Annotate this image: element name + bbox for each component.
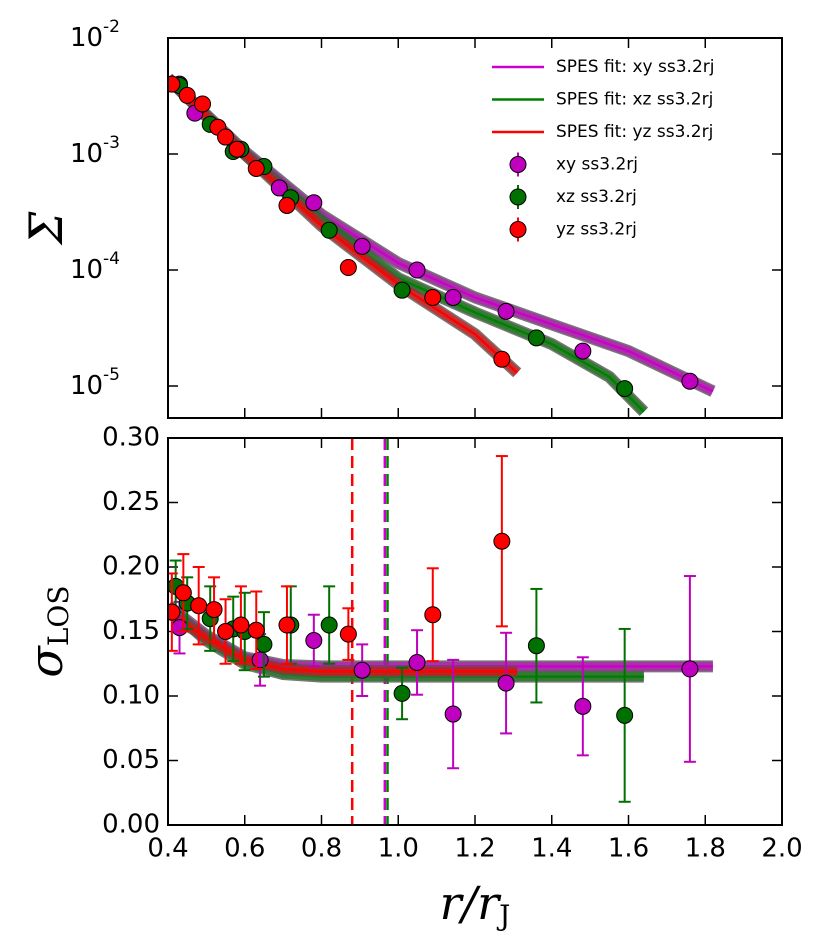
point xyxy=(251,651,269,669)
x-tick-label: 0.6 xyxy=(224,834,265,864)
legend-label: xy ss3.2rj xyxy=(556,155,638,175)
frame xyxy=(167,37,783,419)
point xyxy=(353,661,371,679)
point xyxy=(616,706,634,724)
point xyxy=(444,705,462,723)
point xyxy=(278,616,296,634)
x-label-sub: J xyxy=(496,899,510,932)
x-tick-label: 1.4 xyxy=(531,834,572,864)
y-tick-base: 10 xyxy=(70,23,103,53)
legend-label: SPES fit: yz ss3.2rj xyxy=(556,122,713,142)
point xyxy=(681,372,699,390)
point xyxy=(444,288,462,306)
point xyxy=(339,259,357,277)
point xyxy=(393,281,411,299)
y-tick-label: 10-4 xyxy=(70,249,120,285)
y-tick-exponent: -3 xyxy=(103,133,120,153)
point xyxy=(320,221,338,239)
point xyxy=(178,86,196,104)
point xyxy=(527,637,545,655)
point xyxy=(574,342,592,360)
point xyxy=(171,619,189,637)
x-tick-label: 1.6 xyxy=(608,834,649,864)
x-tick-label: 1.8 xyxy=(685,834,726,864)
point xyxy=(493,350,511,368)
y-tick-label: 10-2 xyxy=(70,17,120,53)
point xyxy=(574,697,592,715)
legend-label: SPES fit: xy ss3.2rj xyxy=(556,57,714,77)
point xyxy=(493,532,511,550)
point xyxy=(278,196,296,214)
x-label-main: r/r xyxy=(440,876,502,930)
x-tick-label: 0.4 xyxy=(147,834,188,864)
point xyxy=(527,329,545,347)
x-tick-label: 1.0 xyxy=(378,834,419,864)
legend-marker xyxy=(509,188,527,206)
y-tick-exponent: -2 xyxy=(103,17,120,37)
point xyxy=(232,616,250,634)
x-tick-label: 2.0 xyxy=(761,834,802,864)
y-tick-base: 10 xyxy=(70,371,103,401)
y-tick-label: 10-3 xyxy=(70,133,120,169)
y-axis-label: Σ xyxy=(19,211,73,246)
point xyxy=(393,684,411,702)
legend-label: SPES fit: xz ss3.2rj xyxy=(556,90,713,110)
y-label-sub: LOS xyxy=(42,585,75,646)
plot-area xyxy=(168,438,713,825)
point xyxy=(247,159,265,177)
y-tick-label: 0.30 xyxy=(102,423,160,453)
y-tick-label: 0.15 xyxy=(102,616,160,646)
y-axis-label: σLOS xyxy=(19,585,75,677)
point xyxy=(168,75,181,93)
point xyxy=(217,128,235,146)
point xyxy=(320,616,338,634)
legend-marker xyxy=(509,156,527,173)
y-tick-label: 0.05 xyxy=(102,745,160,775)
legend-label: xz ss3.2rj xyxy=(556,187,637,207)
y-tick-label: 0.25 xyxy=(102,487,160,517)
point xyxy=(497,674,515,692)
point xyxy=(247,621,265,639)
point xyxy=(174,584,192,602)
point xyxy=(424,288,442,306)
y-tick-base: 10 xyxy=(70,255,103,285)
x-tick-label: 0.8 xyxy=(301,834,342,864)
y-tick-label: 0.00 xyxy=(102,810,160,840)
y-tick-label: 10-5 xyxy=(70,365,120,401)
y-tick-label: 0.10 xyxy=(102,681,160,711)
point xyxy=(194,95,212,113)
point xyxy=(255,635,273,653)
point xyxy=(681,660,699,678)
point xyxy=(217,623,235,640)
y-tick-base: 10 xyxy=(70,139,103,169)
plot-area xyxy=(168,73,716,416)
x-axis-label: r/rJ xyxy=(440,876,511,932)
y-tick-label: 0.20 xyxy=(102,552,160,582)
x-tick-label: 1.2 xyxy=(454,834,495,864)
point xyxy=(408,653,426,671)
point xyxy=(305,632,323,650)
point xyxy=(353,237,371,255)
point xyxy=(270,179,288,197)
point xyxy=(616,380,634,398)
frame xyxy=(167,437,783,826)
point xyxy=(305,194,323,212)
y-label-main: σ xyxy=(19,645,73,678)
legend-marker xyxy=(509,221,527,238)
point xyxy=(190,597,208,615)
point xyxy=(424,606,442,624)
point xyxy=(205,601,223,619)
y-tick-exponent: -4 xyxy=(103,249,120,269)
y-tick-exponent: -5 xyxy=(103,365,120,385)
point xyxy=(408,261,426,279)
y-label-main: Σ xyxy=(19,211,73,246)
point xyxy=(228,140,246,158)
point xyxy=(168,603,181,621)
point xyxy=(339,625,357,643)
legend-label: yz ss3.2rj xyxy=(556,220,637,240)
point xyxy=(497,302,515,320)
